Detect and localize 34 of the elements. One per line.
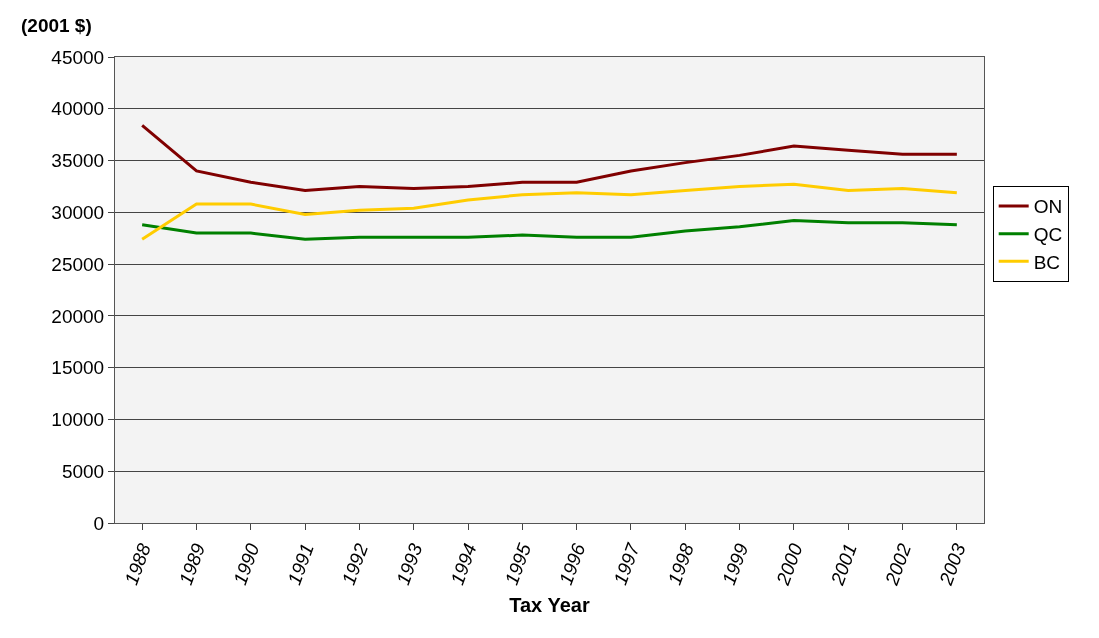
line-series bbox=[140, 123, 959, 193]
x-tick-label: 1994 bbox=[446, 540, 481, 588]
legend-label: ON bbox=[1033, 196, 1063, 218]
x-tick-label: 1993 bbox=[392, 540, 427, 588]
legend-label: QC bbox=[1033, 224, 1063, 246]
x-tick-label: 2000 bbox=[772, 540, 807, 589]
x-tick-label: 1998 bbox=[663, 540, 699, 588]
y-tick-label: 15000 bbox=[51, 357, 105, 379]
x-tick-label: 1996 bbox=[555, 540, 590, 588]
x-tick-label: 1988 bbox=[120, 540, 155, 588]
y-tick-label: 45000 bbox=[51, 46, 105, 68]
y-tick-label: 5000 bbox=[61, 460, 105, 482]
x-tick-label: 1990 bbox=[229, 540, 264, 588]
x-tick-label: 1997 bbox=[609, 539, 645, 588]
y-tick-label: 25000 bbox=[51, 253, 105, 275]
line-series bbox=[140, 182, 959, 241]
x-tick-label: 2002 bbox=[880, 540, 916, 589]
x-axis-title: Tax Year bbox=[509, 594, 590, 617]
y-tick-label: 35000 bbox=[51, 150, 105, 172]
x-tick-label: 2001 bbox=[826, 540, 861, 589]
x-tick-label: 1995 bbox=[500, 540, 536, 588]
legend-label: BC bbox=[1033, 251, 1061, 273]
x-tick-label: 1999 bbox=[718, 540, 753, 588]
x-tick-label: 2003 bbox=[934, 540, 970, 589]
y-tick-label: 30000 bbox=[51, 201, 105, 223]
x-tick-label: 1991 bbox=[283, 540, 318, 588]
y-tick-label: 40000 bbox=[51, 98, 105, 120]
y-axis-title: (2001 $) bbox=[21, 15, 92, 36]
x-tick-label: 1989 bbox=[174, 540, 210, 588]
line-series bbox=[140, 219, 959, 241]
y-tick-label: 0 bbox=[93, 512, 105, 534]
y-tick-label: 20000 bbox=[51, 305, 105, 327]
x-tick-label: 1992 bbox=[337, 540, 373, 588]
y-tick-label: 10000 bbox=[51, 409, 105, 431]
